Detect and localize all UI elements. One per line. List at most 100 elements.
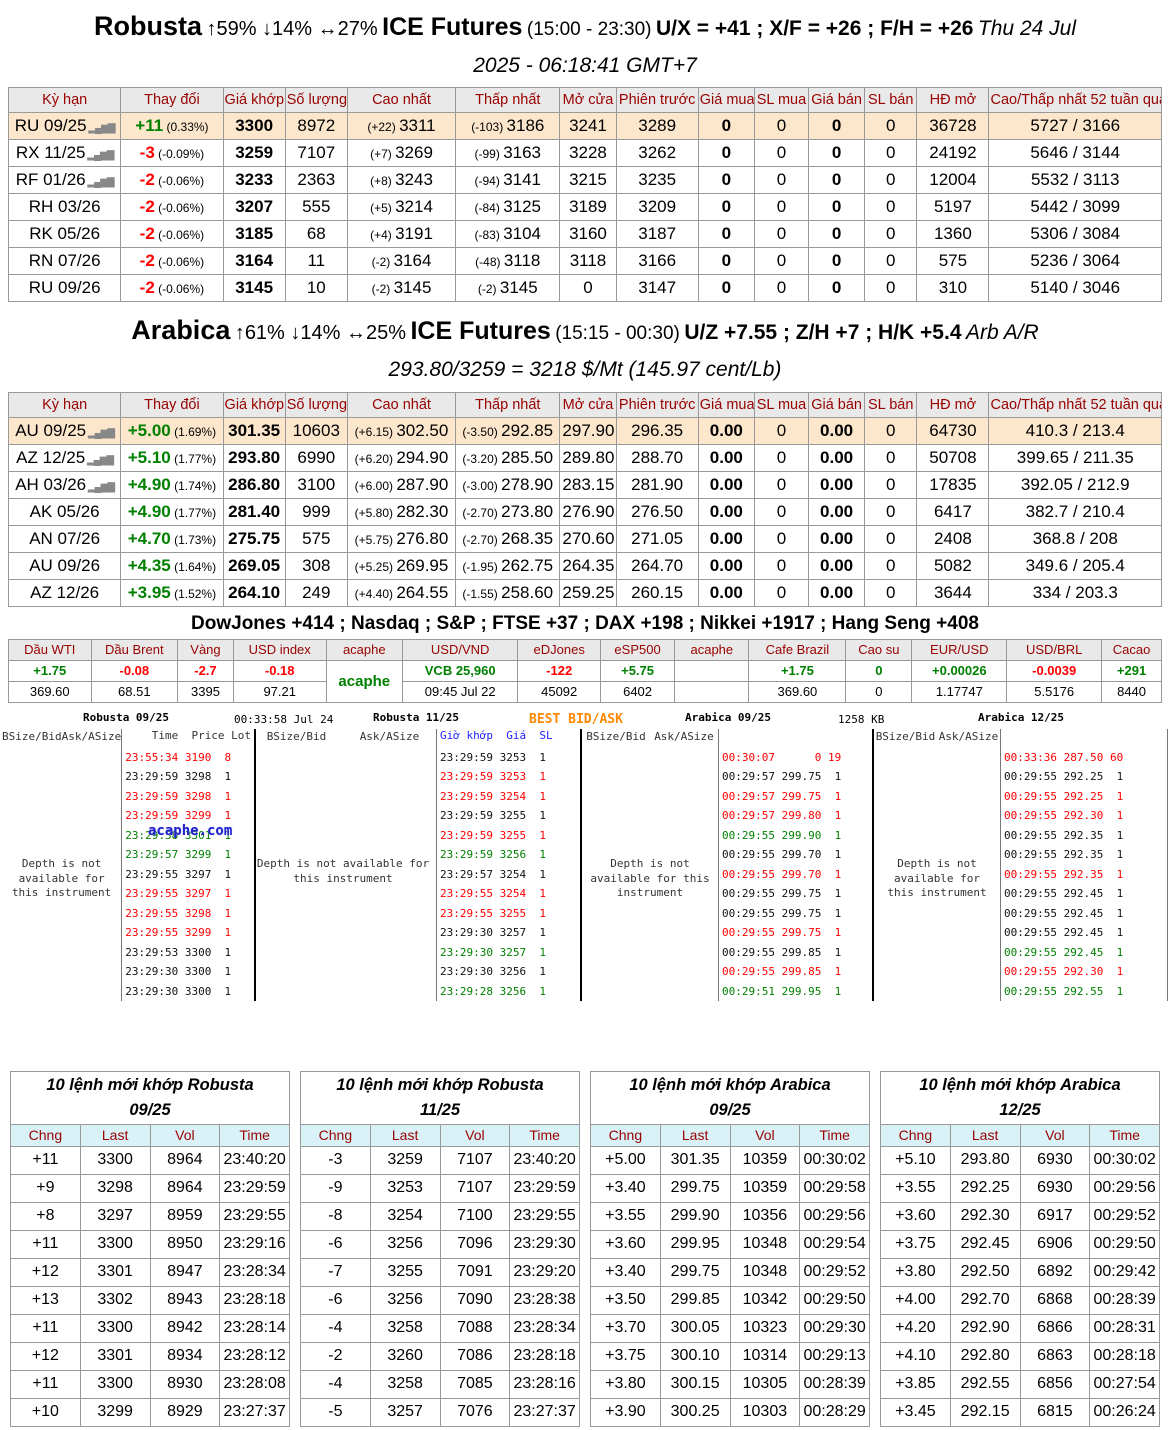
depth-column-headers: BSize/Bid Ask/ASize xyxy=(250,730,436,749)
52week-range-cell: 5236 / 3064 xyxy=(988,247,1162,276)
high-cell: (+6.20) 294.90 xyxy=(346,443,457,472)
prev-session-cell: 3262 xyxy=(615,139,699,168)
volume-cell: 68 xyxy=(284,220,348,249)
low-value: 292.85 xyxy=(501,420,554,440)
recent-trade-row: +12 3301 8934 23:28:12 xyxy=(10,1341,290,1371)
chart-icon[interactable]: ▂▄▆▇ xyxy=(85,150,114,162)
recent-trade-cell: 299.85 xyxy=(659,1285,731,1315)
futures-row[interactable]: RN 07/26 -2 (-0.06%) 3164 11 (-2) 3164 (-48) … xyxy=(7,247,1162,276)
change-cell: +5.00 (1.69%) xyxy=(120,416,224,445)
recent-trade-cell: 00:29:50 xyxy=(1089,1229,1160,1259)
futures-row[interactable]: RU 09/26 -2 (-0.06%) 3145 10 (-2) 3145 (-2) 3… xyxy=(7,274,1162,303)
volume-cell: 575 xyxy=(284,524,348,553)
recent-trade-row: +4.10 292.80 6863 00:28:18 xyxy=(880,1341,1160,1371)
futures-row[interactable]: AN 07/26 +4.70 (1.73%) 275.75 575 (+5.75) 27… xyxy=(7,524,1162,553)
trade-line: 23:29:55 3298 1 xyxy=(125,906,232,920)
open-interest-cell: 24192 xyxy=(916,139,990,168)
futures-row[interactable]: AU 09/25 ▂▄▆▇ +5.00 (1.69%) 301.35 10603 (+6… xyxy=(7,416,1162,445)
ask-size-cell: 0 xyxy=(864,193,918,222)
ask-price-cell: 0.00 xyxy=(808,524,866,553)
volume-cell: 6990 xyxy=(284,443,348,472)
market-value-cell: 0 xyxy=(845,680,913,703)
recent-column-header: Vol xyxy=(729,1123,801,1147)
change-cell: -2 (-0.06%) xyxy=(120,166,224,195)
change-value: -3 xyxy=(139,143,155,163)
market-value-cell: 09:45 Jul 22 xyxy=(401,680,519,703)
column-header: Giá bán xyxy=(808,391,866,418)
prev-session-cell: 3235 xyxy=(615,166,699,195)
recent-trade-cell: 292.45 xyxy=(949,1229,1021,1259)
high-cell: (+5.25) 269.95 xyxy=(346,551,457,580)
recent-trade-cell: 6930 xyxy=(1019,1173,1091,1203)
column-header: Giá khớp xyxy=(222,87,286,114)
chart-icon[interactable]: ▂▄▆▇ xyxy=(86,481,115,493)
open-interest-cell: 1360 xyxy=(916,220,990,249)
futures-row[interactable]: AH 03/26 ▂▄▆▇ +4.90 (1.74%) 286.80 3100 (+6.… xyxy=(7,470,1162,499)
recent-trade-row: -6 3256 7090 23:28:38 xyxy=(300,1285,580,1315)
recent-trade-cell: +11 xyxy=(10,1145,81,1175)
trade-line: 00:29:55 292.35 1 xyxy=(1004,867,1124,881)
recent-trade-cell: 6863 xyxy=(1019,1341,1091,1371)
recent-trade-row: +4.00 292.70 6868 00:28:39 xyxy=(880,1285,1160,1315)
robusta-table-header: Kỳ hạn Thay đổi Giá khớp Số lượng Cao nhất Th… xyxy=(7,87,1162,114)
recent-column-header: Last xyxy=(79,1123,151,1147)
futures-row[interactable]: AZ 12/25 ▂▄▆▇ +5.10 (1.77%) 293.80 6990 (+6.… xyxy=(7,443,1162,472)
chart-icon[interactable]: ▂▄▆▇ xyxy=(86,427,115,439)
contract-cell: RH 03/26 xyxy=(7,193,122,222)
low-cell: (-99) 3163 xyxy=(455,139,561,168)
ask-price-cell: 0.00 xyxy=(808,443,866,472)
low-change: (-2.70) xyxy=(462,532,502,547)
chart-icon[interactable]: ▂▄▆▇ xyxy=(85,454,114,466)
last-price-cell: 301.35 xyxy=(222,416,286,445)
recent-trade-cell: 00:29:13 xyxy=(799,1341,870,1371)
column-header: Phiên trước xyxy=(615,391,699,418)
last-price-cell: 281.40 xyxy=(222,497,286,526)
recent-trade-cell: 8934 xyxy=(149,1341,221,1371)
recent-trade-cell: 292.25 xyxy=(949,1173,1021,1203)
high-value: 302.50 xyxy=(396,420,449,440)
no-depth-message: Depth is not available for this instrume… xyxy=(590,856,710,900)
recent-trade-row: +3.90 300.25 10303 00:28:29 xyxy=(590,1397,870,1427)
futures-row[interactable]: RX 11/25 ▂▄▆▇ -3 (-0.09%) 3259 7107 (+7) 326… xyxy=(7,139,1162,168)
high-cell: (+5.75) 276.80 xyxy=(346,524,457,553)
trade-line: 00:29:55 292.45 1 xyxy=(1004,887,1124,901)
recent-trade-cell: 6868 xyxy=(1019,1285,1091,1315)
recent-trade-cell: 301.35 xyxy=(659,1145,731,1175)
contract-cell: AZ 12/26 xyxy=(7,578,122,607)
low-value: 3141 xyxy=(503,170,542,190)
recent-trade-cell: +3.60 xyxy=(880,1201,951,1231)
volume-cell: 249 xyxy=(284,578,348,607)
low-cell: (-84) 3125 xyxy=(455,193,561,222)
market-value-cell: 369.60 xyxy=(748,680,847,703)
high-value: 294.90 xyxy=(396,447,449,467)
chart-icon[interactable]: ▂▄▆▇ xyxy=(86,123,115,135)
52week-range-cell: 410.3 / 213.4 xyxy=(988,416,1162,445)
prev-session-cell: 3187 xyxy=(615,220,699,249)
robusta-datetime: 2025 - 06:18:41 GMT+7 xyxy=(473,53,697,77)
change-percent: (-0.06%) xyxy=(154,228,205,243)
trade-line: 00:29:55 299.70 1 xyxy=(722,848,842,862)
trade-line: 00:29:57 299.75 1 xyxy=(722,789,842,803)
recent-trade-cell: 8950 xyxy=(149,1229,221,1259)
market-column-header: USD/BRL xyxy=(1006,638,1103,661)
change-value: -2 xyxy=(139,170,155,190)
futures-row[interactable]: RF 01/26 ▂▄▆▇ -2 (-0.06%) 3233 2363 (+8) 324… xyxy=(7,166,1162,195)
recent-trade-cell: 00:27:54 xyxy=(1089,1369,1160,1399)
arabica-heading: Arabica ↑61% ↓14% ↔25% ICE Futures (15:1… xyxy=(0,304,1170,386)
futures-row[interactable]: AU 09/26 +4.35 (1.64%) 269.05 308 (+5.25) 26… xyxy=(7,551,1162,580)
futures-row[interactable]: RH 03/26 -2 (-0.06%) 3207 555 (+5) 3214 (-84)… xyxy=(7,193,1162,222)
recent-column-header: Last xyxy=(659,1123,731,1147)
low-change: (-103) xyxy=(471,120,507,135)
column-header: HĐ mở xyxy=(916,391,990,418)
depth-panel: Arabica 12/25 BSize/Bid Ask/ASize Depth is … xyxy=(874,711,1168,1002)
recent-trade-cell: 23:29:16 xyxy=(219,1229,290,1259)
futures-row[interactable]: RK 05/26 -2 (-0.06%) 3185 68 (+4) 3191 (-83) … xyxy=(7,220,1162,249)
futures-row[interactable]: AK 05/26 +4.90 (1.77%) 281.40 999 (+5.80) 28… xyxy=(7,497,1162,526)
depth-panel-body: BSize/Bid Ask/ASize Depth is not available… xyxy=(874,728,1168,1002)
futures-row[interactable]: AZ 12/26 +3.95 (1.52%) 264.10 249 (+4.40) 26… xyxy=(7,578,1162,607)
chart-icon[interactable]: ▂▄▆▇ xyxy=(85,177,114,189)
open-cell: 264.35 xyxy=(559,551,617,580)
recent-trade-cell: 3300 xyxy=(79,1313,151,1343)
futures-row[interactable]: RU 09/25 ▂▄▆▇ +11 (0.33%) 3300 8972 (+22) 33… xyxy=(7,112,1162,141)
recent-trade-cell: 292.90 xyxy=(949,1313,1021,1343)
